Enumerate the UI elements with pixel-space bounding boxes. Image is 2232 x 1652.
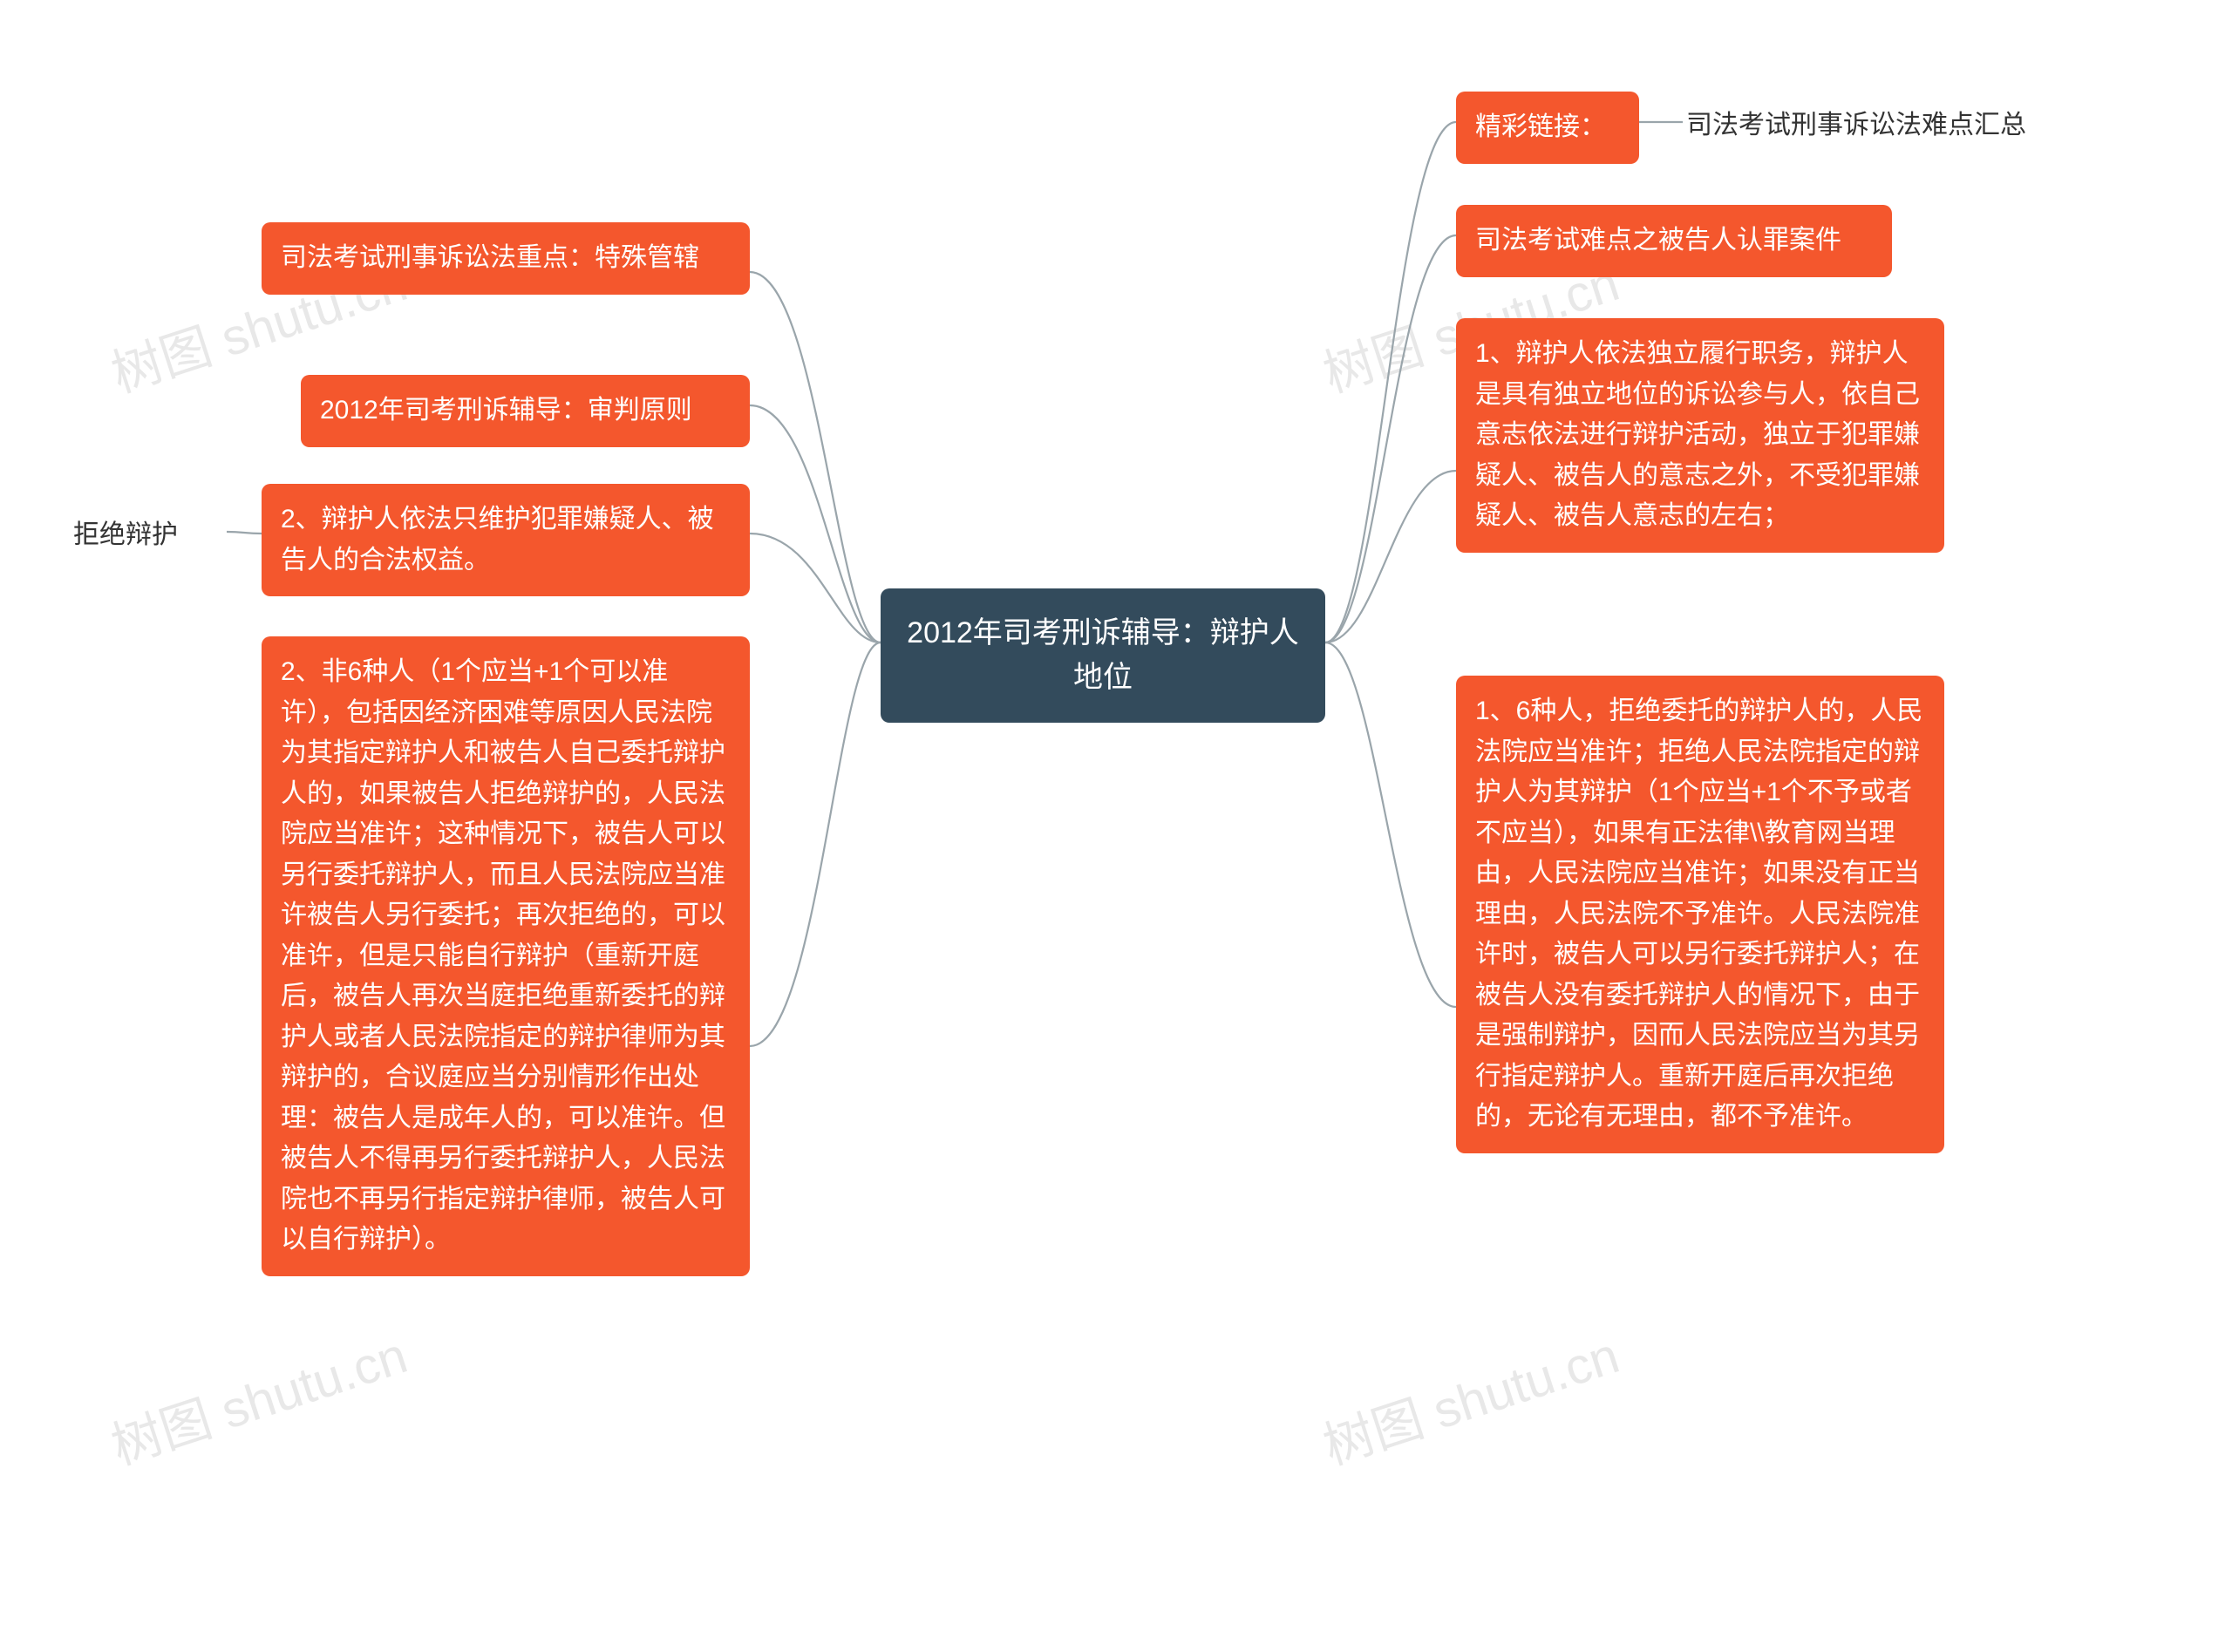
node-right-1-child: 司法考试刑事诉讼法难点汇总 [1683, 100, 2084, 152]
node-left-3: 2、辩护人依法只维护犯罪嫌疑人、被告人的合法权益。 [262, 484, 750, 596]
node-right-2: 司法考试难点之被告人认罪案件 [1456, 205, 1892, 277]
node-right-1: 精彩链接： [1456, 92, 1639, 164]
node-left-1: 司法考试刑事诉讼法重点：特殊管辖 [262, 222, 750, 295]
node-left-3-child: 拒绝辩护 [70, 510, 227, 561]
node-right-3: 1、辩护人依法独立履行职务，辩护人是具有独立地位的诉讼参与人，依自己意志依法进行… [1456, 318, 1944, 553]
node-left-2: 2012年司考刑诉辅导：审判原则 [301, 375, 750, 447]
node-right-4: 1、6种人，拒绝委托的辩护人的，人民法院应当准许；拒绝人民法院指定的辩护人为其辩… [1456, 676, 1944, 1153]
node-left-4: 2、非6种人（1个应当+1个可以准许），包括因经济困难等原因人民法院为其指定辩护… [262, 636, 750, 1276]
mindmap-root: 2012年司考刑诉辅导：辩护人地位 [881, 588, 1325, 723]
